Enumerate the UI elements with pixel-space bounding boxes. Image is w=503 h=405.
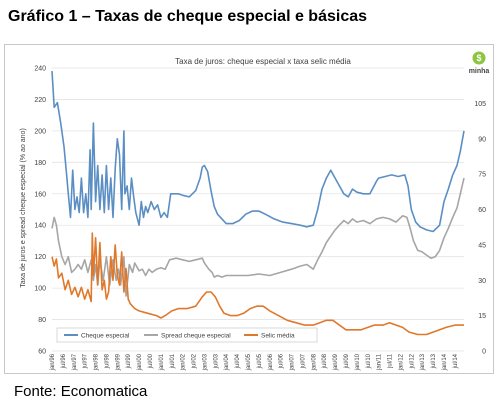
x-tick-label: jul/99	[126, 353, 132, 369]
chart-title: Taxa de juros: cheque especial x taxa se…	[175, 57, 351, 66]
y-tick-label: 200	[34, 128, 46, 135]
series-line-cheque-especial	[51, 71, 465, 233]
y-tick-label: 140	[34, 223, 46, 230]
x-tick-label: jan/06	[268, 353, 274, 371]
dollar-coin-icon	[472, 51, 486, 65]
x-tick-label: jul/09	[344, 353, 350, 369]
x-tick-label: jan/12	[398, 353, 404, 371]
y2-tick-label: 105	[474, 101, 486, 108]
x-tick-label: jan/00	[137, 353, 143, 371]
y2-tick-label: 60	[478, 207, 486, 214]
y-tick-label: 60	[38, 349, 46, 356]
x-tick-label: jan/01	[159, 353, 165, 371]
legend-label: Cheque especial	[81, 333, 130, 340]
x-tick-label: jan/96	[50, 353, 56, 371]
x-tick-label: jan/07	[290, 353, 296, 371]
x-tick-label: jul/02	[192, 353, 198, 369]
x-tick-label: jan/98	[94, 353, 100, 371]
x-tick-label: jan/02	[181, 353, 187, 371]
chart-frame	[4, 44, 494, 374]
series-line-spread-cheque-especial	[51, 177, 465, 297]
y-axis-label: Taxa de juros e spread cheque especial (…	[20, 128, 27, 288]
y-tick-label: 100	[34, 286, 46, 293]
y2-tick-label: 45	[478, 242, 486, 249]
logo: $ minha	[468, 50, 490, 83]
y2-tick-label: 90	[478, 136, 486, 143]
legend-label: Selic média	[261, 333, 295, 340]
x-tick-label: jul/05	[257, 353, 263, 369]
y-tick-label: 220	[34, 97, 46, 104]
x-tick-label: jul/08	[322, 353, 328, 369]
x-tick-label: jul/04	[235, 353, 241, 369]
x-tick-label: jul/03	[213, 353, 219, 369]
x-tick-label: jan/04	[224, 353, 230, 371]
y2-tick-label: 0	[482, 349, 486, 356]
x-tick-label: jan/05	[246, 353, 252, 371]
x-tick-label: jan/09	[333, 353, 339, 371]
x-tick-label: jan/14	[442, 353, 448, 371]
source-note: Fonte: Economatica	[14, 383, 148, 400]
x-tick-label: jan/97	[72, 353, 78, 371]
x-tick-label: jan/11	[377, 353, 383, 371]
x-tick-label: jan/03	[202, 353, 208, 371]
series-line-selic-m-dia	[51, 232, 464, 336]
x-tick-label: jul/12	[409, 353, 415, 369]
svg-text:$: $	[476, 53, 481, 63]
x-tick-label: jan/13	[420, 353, 426, 371]
x-tick-label: jul/10	[366, 353, 372, 369]
y2-tick-label: 15	[478, 313, 486, 320]
y-tick-label: 160	[34, 191, 46, 198]
legend-label: Spread cheque especial	[161, 333, 231, 340]
x-tick-label: jul/97	[83, 353, 89, 369]
y-tick-label: 80	[38, 317, 46, 324]
logo-text: minha	[469, 68, 490, 75]
x-tick-label: jul/01	[170, 353, 176, 369]
x-tick-label: jan/99	[115, 353, 121, 371]
x-tick-label: jul/98	[104, 353, 110, 369]
x-tick-label: jul/14	[453, 353, 459, 369]
page-title: Gráfico 1 – Taxas de cheque especial e b…	[8, 8, 368, 25]
legend-box	[56, 327, 318, 343]
y-tick-label: 120	[34, 254, 46, 261]
x-tick-label: jul/11	[388, 353, 394, 369]
x-tick-label: jul/13	[431, 353, 437, 369]
y2-tick-label: 75	[478, 172, 486, 179]
y-tick-label: 180	[34, 160, 46, 167]
x-tick-label: jan/10	[355, 353, 361, 371]
x-tick-label: jul/07	[300, 353, 306, 369]
y-tick-label: 240	[34, 66, 46, 73]
x-tick-label: jul/06	[279, 353, 285, 369]
y2-tick-label: 30	[478, 278, 486, 285]
x-tick-label: jul/00	[148, 353, 154, 369]
x-tick-label: jul/96	[61, 353, 67, 369]
x-tick-label: jan/08	[311, 353, 317, 371]
